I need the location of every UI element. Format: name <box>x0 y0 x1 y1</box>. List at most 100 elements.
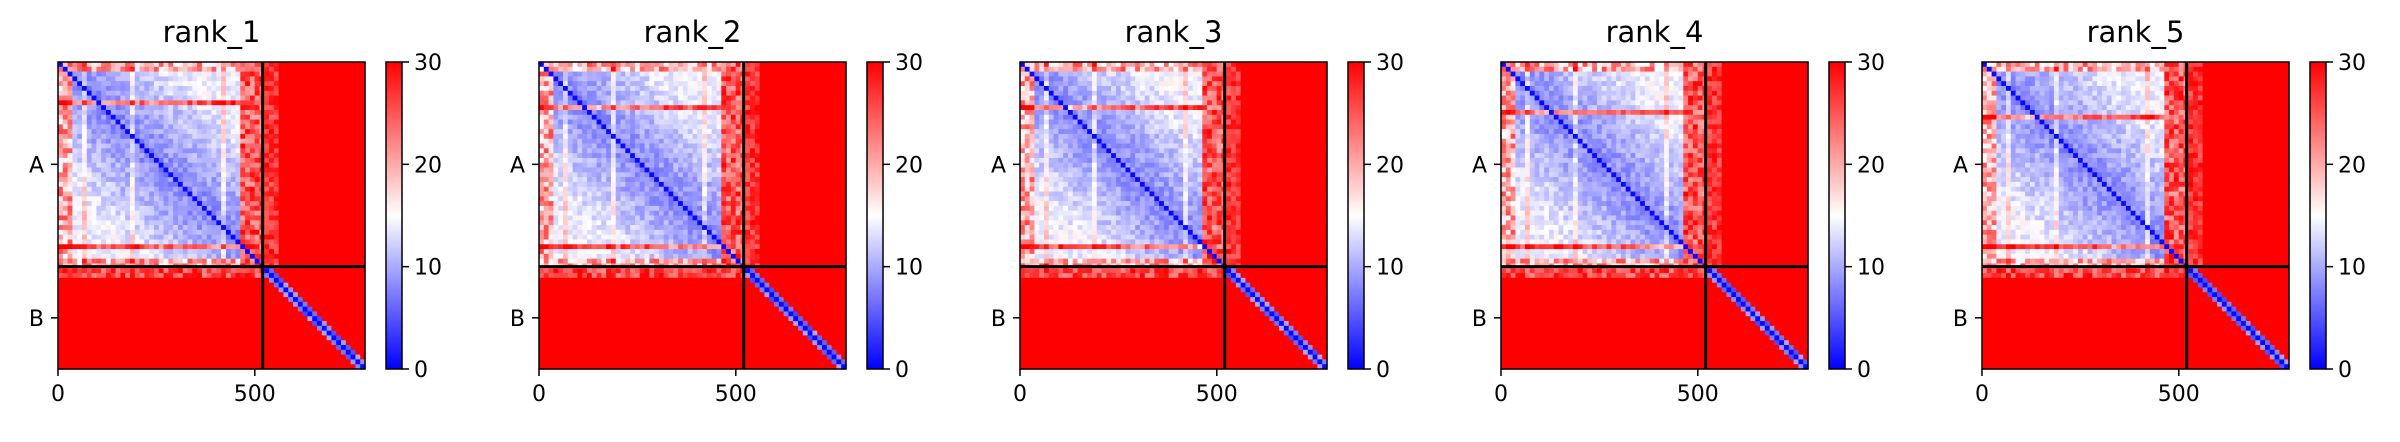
heatmap-cell <box>269 350 274 355</box>
heatmap-cell <box>764 72 769 77</box>
heatmap-cell <box>125 67 130 72</box>
heatmap-cell <box>336 134 341 139</box>
heatmap-cell <box>168 331 173 336</box>
heatmap-cell <box>635 124 640 129</box>
heatmap-cell <box>250 148 255 153</box>
heatmap-cell <box>346 335 351 340</box>
heatmap-cell <box>120 153 125 158</box>
heatmap-cell <box>72 105 77 110</box>
heatmap-cell <box>197 192 202 197</box>
heatmap-cell <box>721 105 726 110</box>
heatmap-cell <box>616 67 621 72</box>
heatmap-cell <box>235 129 240 134</box>
heatmap-cell <box>87 278 92 283</box>
heatmap-cell <box>245 158 250 163</box>
x-tick-label: 0 <box>51 382 65 407</box>
heatmap-cell <box>341 350 346 355</box>
heatmap-cell <box>149 168 154 173</box>
heatmap-cell <box>116 168 121 173</box>
heatmap-cell <box>640 120 645 125</box>
heatmap-cell <box>264 350 269 355</box>
heatmap-cell <box>264 273 269 278</box>
heatmap-cell <box>336 355 341 360</box>
heatmap-cell <box>101 225 106 230</box>
heatmap-cell <box>697 100 702 105</box>
heatmap-cell <box>736 67 741 72</box>
heatmap-cell <box>683 120 688 125</box>
heatmap-cell <box>231 182 236 187</box>
heatmap-cell <box>351 76 356 81</box>
heatmap-cell <box>192 206 197 211</box>
heatmap-cell <box>312 335 317 340</box>
heatmap-cell <box>346 163 351 168</box>
heatmap-cell <box>101 321 106 326</box>
heatmap-cell <box>235 100 240 105</box>
heatmap-cell <box>154 268 159 273</box>
heatmap-cell <box>621 67 626 72</box>
heatmap-cell <box>736 62 741 67</box>
heatmap-cell <box>726 115 731 120</box>
heatmap-cell <box>293 62 298 67</box>
heatmap-cell <box>226 158 231 163</box>
heatmap-cell <box>207 81 212 86</box>
heatmap-cell <box>269 144 274 149</box>
heatmap-cell <box>697 76 702 81</box>
heatmap-cell <box>226 244 231 249</box>
heatmap-cell <box>621 120 626 125</box>
heatmap-cell <box>135 268 140 273</box>
heatmap-cell <box>240 355 245 360</box>
heatmap-cell <box>72 67 77 72</box>
heatmap-cell <box>250 331 255 336</box>
heatmap-cell <box>120 283 125 288</box>
heatmap-cell <box>274 81 279 86</box>
heatmap-cell <box>207 225 212 230</box>
heatmap-cell <box>697 67 702 72</box>
heatmap-cell <box>573 96 578 101</box>
heatmap-cell <box>231 292 236 297</box>
heatmap-cell <box>125 273 130 278</box>
heatmap-cell <box>269 321 274 326</box>
heatmap-cell <box>144 345 149 350</box>
heatmap-cell <box>283 182 288 187</box>
heatmap-cell <box>125 124 130 129</box>
heatmap-cell <box>125 172 130 177</box>
heatmap-cell <box>58 96 63 101</box>
heatmap-cell <box>221 172 226 177</box>
heatmap-cell <box>130 81 135 86</box>
heatmap-cell <box>640 76 645 81</box>
heatmap-cell <box>212 345 217 350</box>
heatmap-cell <box>331 355 336 360</box>
heatmap-cell <box>178 134 183 139</box>
heatmap-cell <box>221 153 226 158</box>
heatmap-cell <box>140 297 145 302</box>
heatmap-cell <box>331 201 336 206</box>
heatmap-cell <box>159 100 164 105</box>
heatmap-cell <box>336 254 341 259</box>
heatmap-cell <box>197 158 202 163</box>
heatmap-cell <box>101 148 106 153</box>
heatmap-cell <box>606 124 611 129</box>
heatmap-cell <box>149 182 154 187</box>
heatmap-cell <box>125 307 130 312</box>
heatmap-cell <box>250 355 255 360</box>
heatmap <box>58 62 366 370</box>
heatmap-cell <box>207 144 212 149</box>
heatmap-cell <box>688 100 693 105</box>
heatmap-cell <box>274 115 279 120</box>
heatmap-cell <box>168 134 173 139</box>
heatmap-cell <box>197 287 202 292</box>
heatmap-cell <box>58 206 63 211</box>
heatmap-cell <box>664 110 669 115</box>
heatmap-cell <box>327 201 332 206</box>
heatmap-cell <box>168 302 173 307</box>
heatmap-cell <box>111 86 116 91</box>
heatmap-cell <box>245 81 250 86</box>
heatmap-cell <box>216 144 221 149</box>
heatmap-cell <box>235 91 240 96</box>
heatmap-cell <box>192 182 197 187</box>
heatmap-cell <box>293 115 298 120</box>
heatmap-cell <box>702 72 707 77</box>
heatmap-cell <box>293 211 298 216</box>
heatmap-cell <box>351 124 356 129</box>
heatmap-cell <box>750 91 755 96</box>
